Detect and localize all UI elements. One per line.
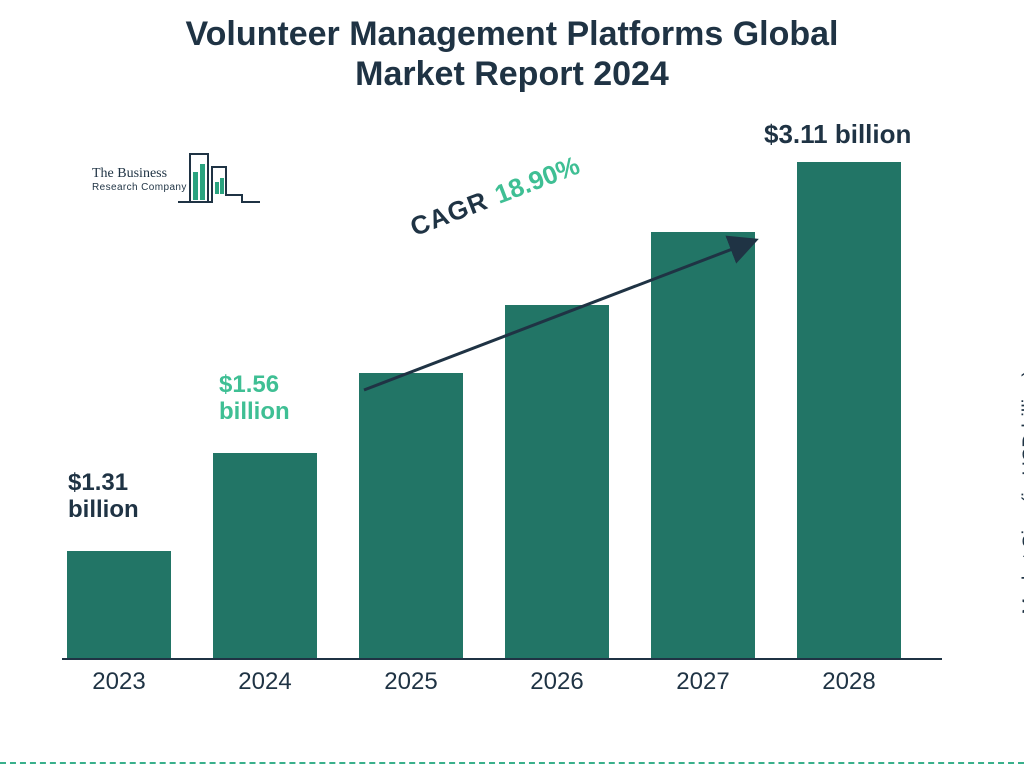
bar-2028 — [797, 162, 901, 658]
chart-title-line2: Market Report 2024 — [0, 54, 1024, 94]
bar-2026 — [505, 305, 609, 658]
x-label-2024: 2024 — [195, 668, 335, 696]
bar-2023 — [67, 551, 171, 658]
chart-canvas: Volunteer Management Platforms Global Ma… — [0, 0, 1024, 768]
bottom-dashed-rule — [0, 762, 1024, 764]
callout-2028: $3.11 billion — [764, 120, 911, 149]
x-label-2027: 2027 — [633, 668, 773, 696]
bar-2024 — [213, 453, 317, 658]
bars-container — [62, 138, 942, 658]
x-label-2023: 2023 — [49, 668, 189, 696]
x-label-2026: 2026 — [487, 668, 627, 696]
callout-2023: $1.31 billion — [68, 470, 139, 524]
callout-2024-value: $1.56 — [219, 372, 290, 399]
chart-title: Volunteer Management Platforms Global Ma… — [0, 14, 1024, 94]
x-label-2028: 2028 — [779, 668, 919, 696]
bar-2027 — [651, 232, 755, 658]
callout-2028-value: $3.11 billion — [764, 120, 911, 149]
bar-2025 — [359, 373, 463, 658]
callout-2023-unit: billion — [68, 497, 139, 524]
x-axis-line — [62, 658, 942, 660]
callout-2024-unit: billion — [219, 399, 290, 426]
y-axis-label: Market Size (in USD billion) — [1020, 370, 1024, 615]
callout-2024: $1.56 billion — [219, 372, 290, 426]
callout-2023-value: $1.31 — [68, 470, 139, 497]
x-label-2025: 2025 — [341, 668, 481, 696]
chart-title-line1: Volunteer Management Platforms Global — [0, 14, 1024, 54]
